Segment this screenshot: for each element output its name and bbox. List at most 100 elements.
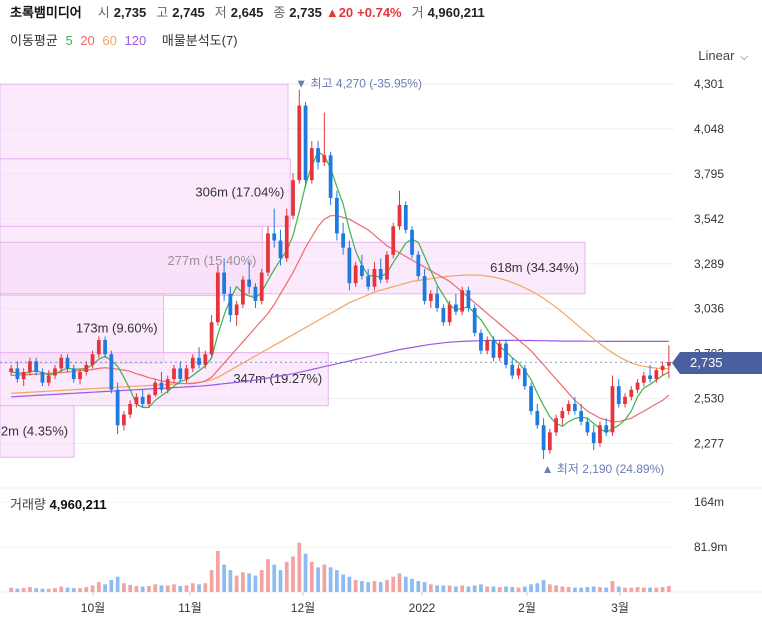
volume-bar	[278, 570, 283, 592]
volume-profile-label: 173m (9.60%)	[76, 320, 158, 335]
volume-bar	[641, 587, 646, 592]
x-axis-label: 12월	[291, 601, 315, 615]
candle-body	[616, 386, 621, 404]
volume-bar	[579, 587, 584, 592]
volume-bar	[140, 586, 145, 592]
volume-profile-label: 78.2m (4.35%)	[0, 423, 68, 438]
x-axis-label: 2022	[409, 601, 436, 615]
volume-bar	[341, 574, 346, 592]
candle-body	[410, 229, 414, 255]
candle-body	[472, 308, 477, 333]
volume-bar	[410, 578, 414, 592]
ma20-legend[interactable]: 20	[80, 33, 95, 48]
candle-body	[234, 304, 239, 316]
candle-body	[353, 265, 358, 284]
candle-body	[247, 279, 252, 287]
ma60-legend[interactable]: 60	[102, 33, 117, 48]
candle-body	[497, 343, 502, 358]
candle-body	[278, 240, 283, 259]
volume-bar	[209, 570, 214, 592]
candle-body	[115, 389, 120, 426]
ma5-line	[11, 150, 670, 434]
low-label: 저	[214, 5, 227, 20]
candle-body	[40, 371, 45, 383]
volume-profile-bar	[0, 405, 75, 458]
volume-bar	[266, 559, 270, 592]
volume-bar	[529, 584, 533, 592]
volume-bar	[391, 576, 396, 592]
candle-body	[372, 268, 377, 287]
volume-bar	[479, 584, 483, 592]
volume-bar	[178, 585, 183, 592]
price-tick-label: 4,048	[694, 122, 724, 136]
candle-body	[322, 155, 327, 163]
volume-bar	[122, 583, 126, 592]
volume-bar	[435, 585, 439, 592]
candle-body	[241, 279, 245, 305]
candle-body	[259, 272, 264, 301]
volume-bar	[222, 564, 226, 592]
volume-bar	[90, 585, 95, 592]
volume-bar	[397, 573, 402, 592]
volume-bar	[84, 587, 89, 592]
volume-bar	[334, 570, 339, 592]
candle-body	[366, 276, 371, 287]
candle-body	[522, 368, 527, 387]
candle-body	[516, 368, 521, 376]
candle-body	[341, 233, 346, 248]
stock-name: 초록뱀미디어	[10, 5, 82, 20]
volume-bar	[284, 561, 289, 592]
volume-bar	[21, 588, 26, 592]
candle-body	[46, 375, 51, 383]
candle-body	[178, 368, 183, 380]
volume-bar	[234, 575, 239, 592]
candle-body	[165, 379, 170, 390]
candle-body	[222, 272, 226, 294]
ma60-line	[11, 274, 669, 394]
high-label: 고	[156, 5, 169, 20]
volume-bar	[660, 587, 665, 592]
candle-body	[547, 432, 552, 451]
scale-dropdown[interactable]: Linear ⌵	[698, 48, 748, 63]
volume-bar	[197, 584, 201, 592]
volume-bar	[115, 576, 120, 592]
candle-body	[610, 386, 615, 433]
volume-bar	[666, 585, 671, 592]
volume-bar	[535, 583, 540, 592]
ma120-legend[interactable]: 120	[124, 33, 147, 48]
volume-bar	[291, 556, 295, 592]
volume-header-label: 거	[411, 5, 424, 20]
candle-body	[309, 148, 314, 181]
candle-body	[554, 418, 558, 433]
low-annotation: ▲ 최저 2,190 (24.89%)	[542, 462, 665, 476]
volume-bar	[147, 585, 151, 592]
volume-bar	[573, 587, 577, 592]
volume-bar	[153, 584, 158, 592]
x-axis-label: 10월	[81, 601, 105, 615]
volume-bar	[554, 585, 558, 592]
volume-bar	[96, 582, 101, 592]
candle-body	[623, 396, 627, 404]
candle-body	[303, 105, 308, 181]
open-label: 시	[97, 5, 110, 20]
candle-body	[15, 368, 20, 380]
price-tick-label: 2,530	[694, 392, 724, 406]
volume-bar	[322, 564, 327, 592]
candle-body	[591, 432, 596, 444]
candle-body	[641, 375, 646, 383]
volume-bar	[134, 585, 139, 592]
volume-bar	[604, 587, 609, 592]
candle-body	[153, 382, 158, 396]
x-axis-label: 2월	[518, 601, 536, 615]
candle-body	[566, 403, 571, 412]
close-value: 2,735	[289, 5, 322, 20]
ma-legend-label[interactable]: 이동평균	[10, 33, 58, 48]
volume-bar	[353, 579, 358, 592]
candle-body	[266, 233, 270, 273]
candle-body	[585, 421, 590, 433]
volume-bar	[360, 581, 364, 592]
ma5-legend[interactable]: 5	[65, 33, 73, 48]
candle-body	[510, 364, 515, 376]
volume-profile-legend[interactable]: 매물분석도(7)	[161, 33, 238, 48]
